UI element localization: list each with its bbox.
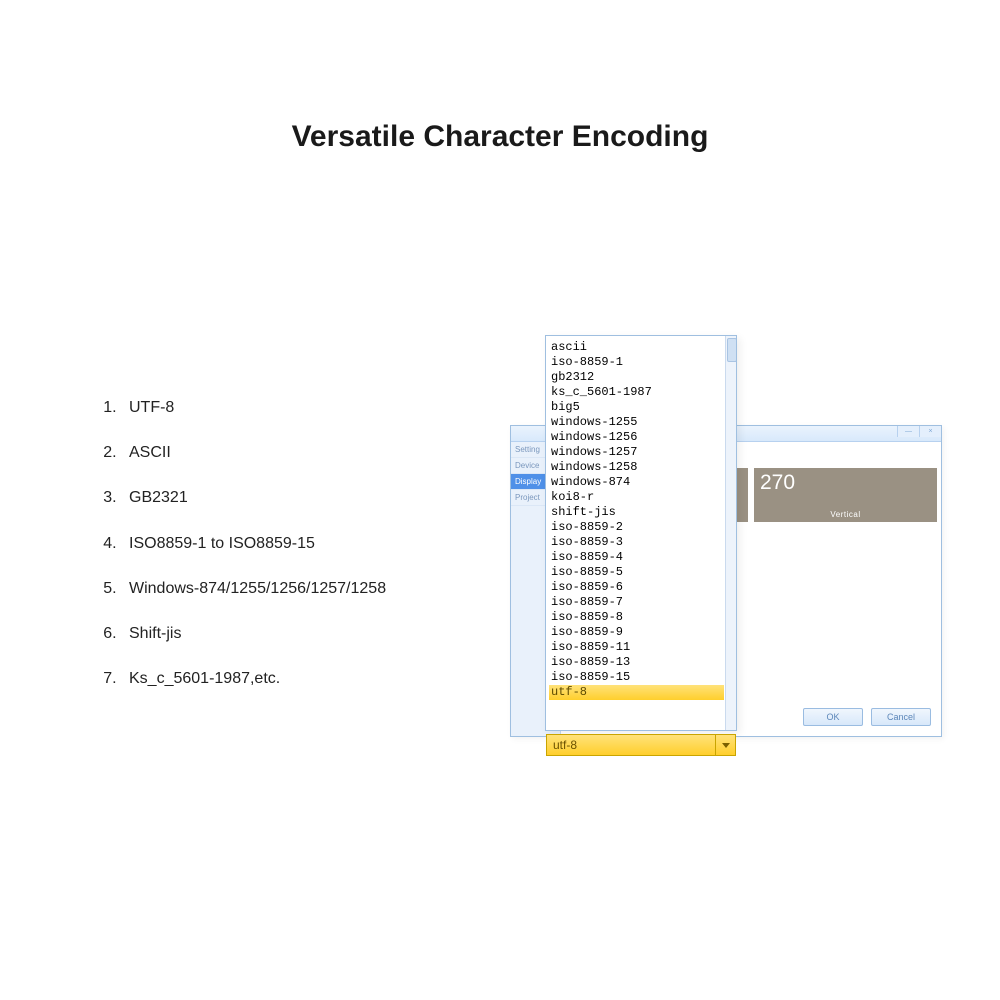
- encoding-feature-list: UTF-8 ASCII GB2321 ISO8859-1 to ISO8859-…: [95, 398, 455, 714]
- combobox-toggle-button[interactable]: [716, 734, 736, 756]
- dropdown-option[interactable]: shift-jis: [549, 505, 724, 520]
- page-title: Versatile Character Encoding: [0, 120, 1000, 154]
- minimize-button[interactable]: —: [897, 426, 919, 437]
- dropdown-option[interactable]: windows-1258: [549, 460, 724, 475]
- rotation-card-270[interactable]: 270 Vertical: [754, 468, 937, 522]
- list-item: Shift-jis: [121, 624, 455, 643]
- list-item: Ks_c_5601-1987,etc.: [121, 669, 455, 688]
- list-item: Windows-874/1255/1256/1257/1258: [121, 579, 455, 598]
- dropdown-option[interactable]: ascii: [549, 340, 724, 355]
- dropdown-option[interactable]: windows-1256: [549, 430, 724, 445]
- dropdown-option[interactable]: iso-8859-11: [549, 640, 724, 655]
- dropdown-option[interactable]: iso-8859-8: [549, 610, 724, 625]
- dropdown-option[interactable]: iso-8859-13: [549, 655, 724, 670]
- list-item: ASCII: [121, 443, 455, 462]
- dropdown-option[interactable]: ks_c_5601-1987: [549, 385, 724, 400]
- dropdown-scrollbar[interactable]: [725, 336, 736, 730]
- dropdown-option[interactable]: iso-8859-5: [549, 565, 724, 580]
- close-button[interactable]: ×: [919, 426, 941, 437]
- list-item: GB2321: [121, 488, 455, 507]
- dropdown-option[interactable]: iso-8859-2: [549, 520, 724, 535]
- dropdown-option[interactable]: iso-8859-4: [549, 550, 724, 565]
- encoding-combobox[interactable]: utf-8: [546, 734, 736, 756]
- encoding-dropdown-listbox[interactable]: asciiiso-8859-1gb2312ks_c_5601-1987big5w…: [545, 335, 737, 731]
- dropdown-option[interactable]: windows-1257: [549, 445, 724, 460]
- list-item: UTF-8: [121, 398, 455, 417]
- dropdown-option[interactable]: utf-8: [549, 685, 724, 700]
- dropdown-option[interactable]: iso-8859-6: [549, 580, 724, 595]
- dropdown-option[interactable]: gb2312: [549, 370, 724, 385]
- combobox-value[interactable]: utf-8: [546, 734, 716, 756]
- dropdown-option[interactable]: big5: [549, 400, 724, 415]
- rotation-value: 270: [760, 472, 931, 493]
- dropdown-option[interactable]: windows-874: [549, 475, 724, 490]
- dropdown-option[interactable]: iso-8859-7: [549, 595, 724, 610]
- dropdown-option[interactable]: iso-8859-9: [549, 625, 724, 640]
- rotation-label: Vertical: [754, 510, 937, 519]
- dropdown-option[interactable]: iso-8859-3: [549, 535, 724, 550]
- cancel-button[interactable]: Cancel: [871, 708, 931, 726]
- dropdown-option[interactable]: windows-1255: [549, 415, 724, 430]
- dropdown-option[interactable]: iso-8859-15: [549, 670, 724, 685]
- list-item: ISO8859-1 to ISO8859-15: [121, 534, 455, 553]
- ok-button[interactable]: OK: [803, 708, 863, 726]
- dropdown-option[interactable]: iso-8859-1: [549, 355, 724, 370]
- dropdown-option[interactable]: koi8-r: [549, 490, 724, 505]
